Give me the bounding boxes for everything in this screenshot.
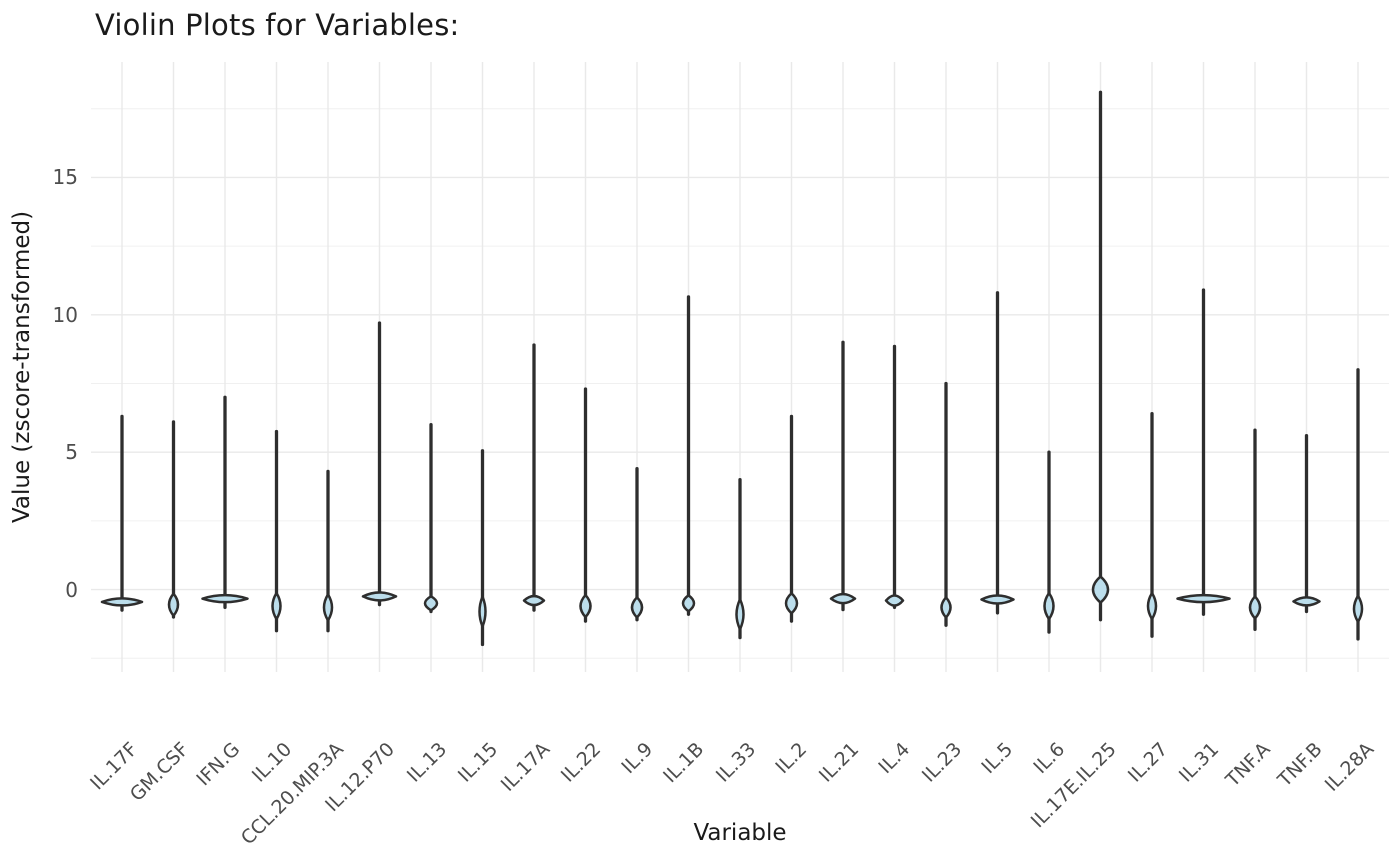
violin-bulge [201, 593, 249, 604]
violin-bulge [630, 596, 644, 619]
violin-bulge [579, 593, 592, 619]
violin-bulge [1146, 591, 1158, 621]
violin-IL.4 [884, 344, 905, 610]
violin-bulge [980, 594, 1015, 605]
y-tick-label-5: 5 [65, 440, 78, 465]
violin-bulge [361, 591, 398, 602]
violin-TNF.A [1248, 428, 1262, 632]
violin-GM.CSF [167, 420, 180, 619]
violin-TNF.B [1292, 434, 1321, 614]
violin-IL.23 [940, 381, 952, 627]
violin-IL.21 [829, 340, 857, 612]
violin-IL.31 [1176, 288, 1231, 616]
violin-CCL.20.MIP.3A [322, 469, 334, 633]
violin-bulge [322, 593, 334, 622]
violin-IL.13 [423, 423, 439, 614]
violin-IL.27 [1146, 412, 1158, 638]
violin-bulge [784, 592, 799, 615]
y-tick-label-0: 0 [65, 577, 78, 602]
violin-bulge [522, 594, 546, 607]
y-axis-title: Value (zscore-transformed) [9, 210, 35, 524]
chart-title: Violin Plots for Variables: [95, 8, 460, 42]
violin-IL.22 [579, 387, 592, 623]
violin-bulge [478, 595, 487, 628]
violin-IL.15 [478, 449, 487, 647]
violin-IL.9 [630, 467, 644, 622]
violin-bulge [829, 592, 857, 605]
violin-bulge [884, 594, 905, 607]
y-tick-label-15: 15 [52, 165, 78, 190]
y-tick-label-10: 10 [52, 302, 78, 327]
violin-IL.17E.IL.25 [1091, 90, 1110, 622]
violin-bulge [100, 597, 144, 607]
violin-bulge [271, 591, 282, 621]
violin-bulge [1176, 593, 1231, 604]
violin-bulge [735, 598, 745, 631]
violin-IL.33 [735, 478, 745, 640]
violin-bulge [1352, 594, 1364, 624]
violin-IL.5 [980, 291, 1015, 615]
violin-bulge [1043, 591, 1055, 621]
violin-bulge [1292, 596, 1321, 607]
violin-bulge [940, 596, 952, 619]
violin-bulge [423, 595, 439, 612]
violin-bulge [681, 594, 696, 613]
violin-IL.10 [271, 429, 282, 633]
violin-IL.17F [100, 414, 144, 612]
violin-IFN.G [201, 395, 249, 610]
violin-bulge [167, 592, 180, 617]
violin-IL.6 [1043, 450, 1055, 634]
violin-IL.1B [681, 295, 696, 616]
x-axis-title: Variable [693, 820, 787, 846]
violin-IL.17A [522, 343, 546, 612]
violin-IL.28A [1352, 368, 1364, 641]
violin-IL.2 [784, 414, 799, 623]
violin-bulge [1091, 575, 1110, 604]
violin-bulge [1248, 595, 1262, 620]
violin-IL.12.P70 [361, 321, 398, 607]
